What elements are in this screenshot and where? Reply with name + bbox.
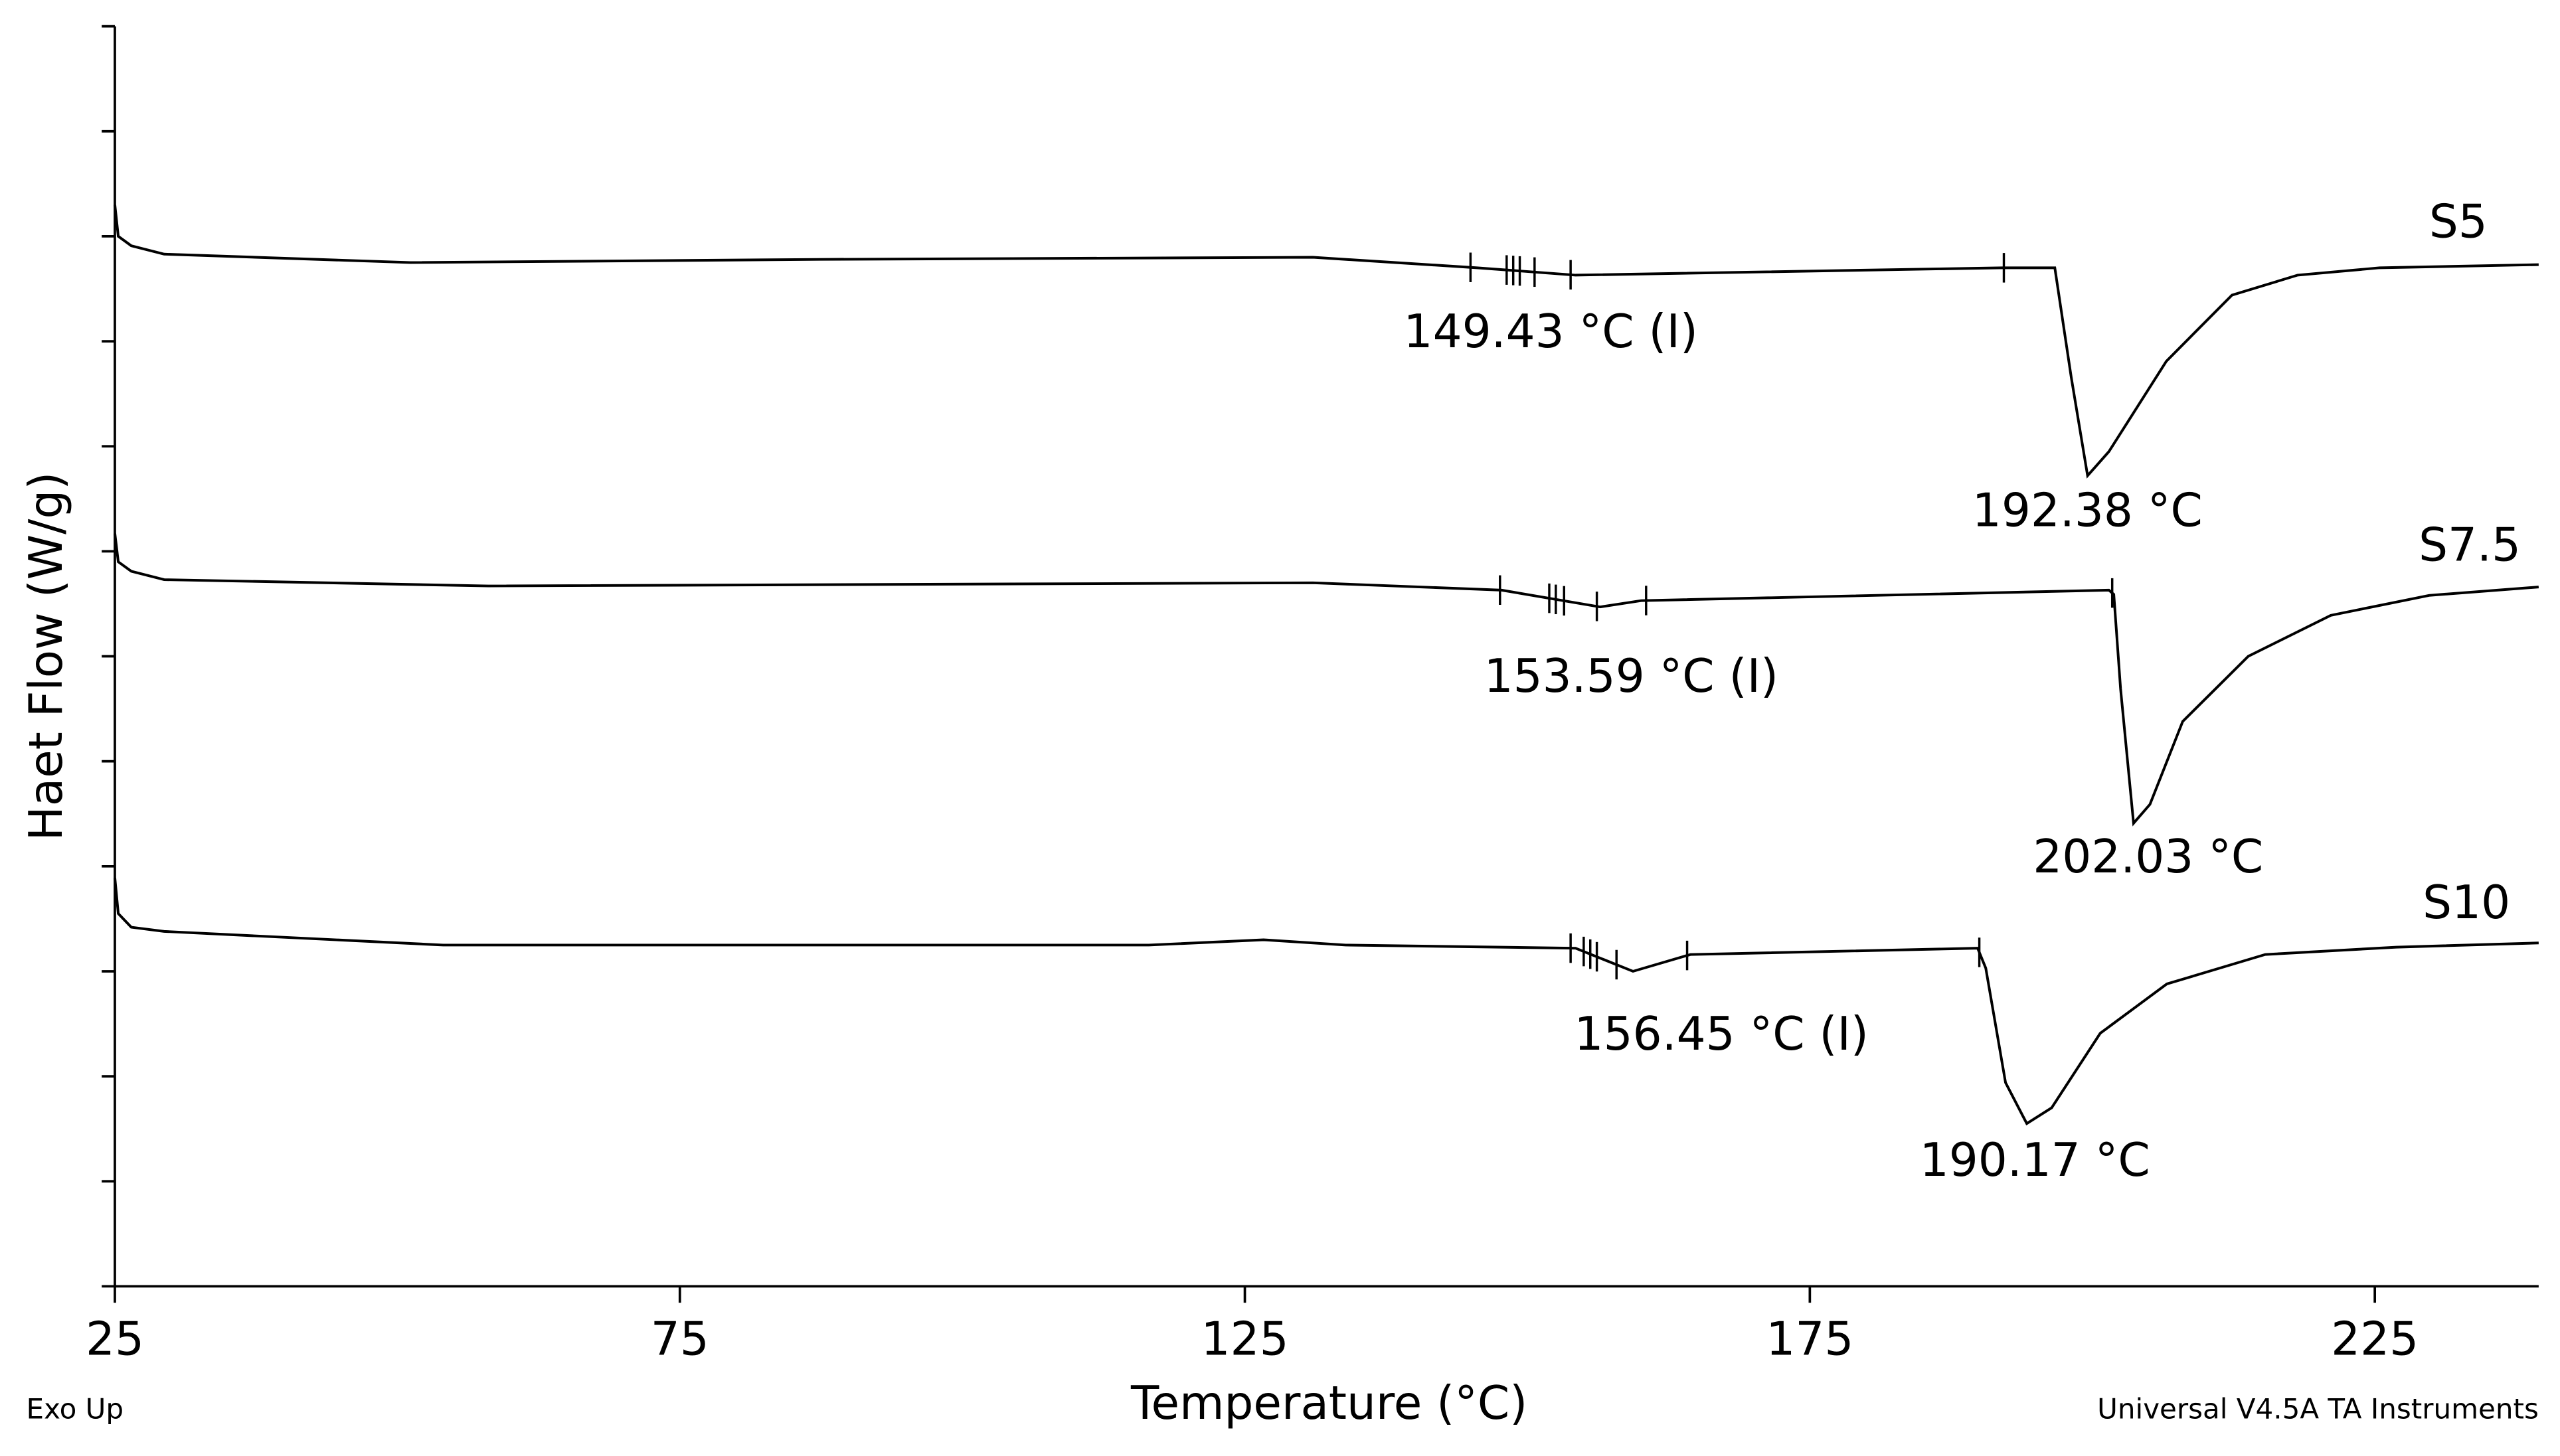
y-axis-title: Haet Flow (W/g) <box>20 472 73 841</box>
footer-right: Universal V4.5A TA Instruments <box>2097 1393 2539 1425</box>
x-axis-title: Temperature (°C) <box>1130 1377 1527 1430</box>
x-tick-label: 75 <box>651 1313 709 1366</box>
footer-left: Exo Up <box>27 1393 124 1425</box>
annotation: 190.17 °C <box>1920 1134 2150 1187</box>
annotation: 156.45 °C (I) <box>1575 1008 1869 1061</box>
series-line <box>114 533 2539 827</box>
annotation: 149.43 °C (I) <box>1404 305 1698 359</box>
annotation: 153.59 °C (I) <box>1484 650 1778 703</box>
series-line <box>114 204 2539 479</box>
series-label: S5 <box>2429 196 2488 249</box>
x-tick-label: 25 <box>86 1313 144 1366</box>
series-label: S10 <box>2423 876 2510 930</box>
x-tick-label: 225 <box>2331 1313 2419 1366</box>
series-line <box>114 878 2539 1126</box>
x-tick-label: 125 <box>1201 1313 1289 1366</box>
x-tick-label: 175 <box>1766 1313 1853 1366</box>
annotation: 192.38 °C <box>1972 485 2203 538</box>
series-label: S7.5 <box>2419 519 2521 572</box>
annotation: 202.03 °C <box>2033 831 2263 884</box>
